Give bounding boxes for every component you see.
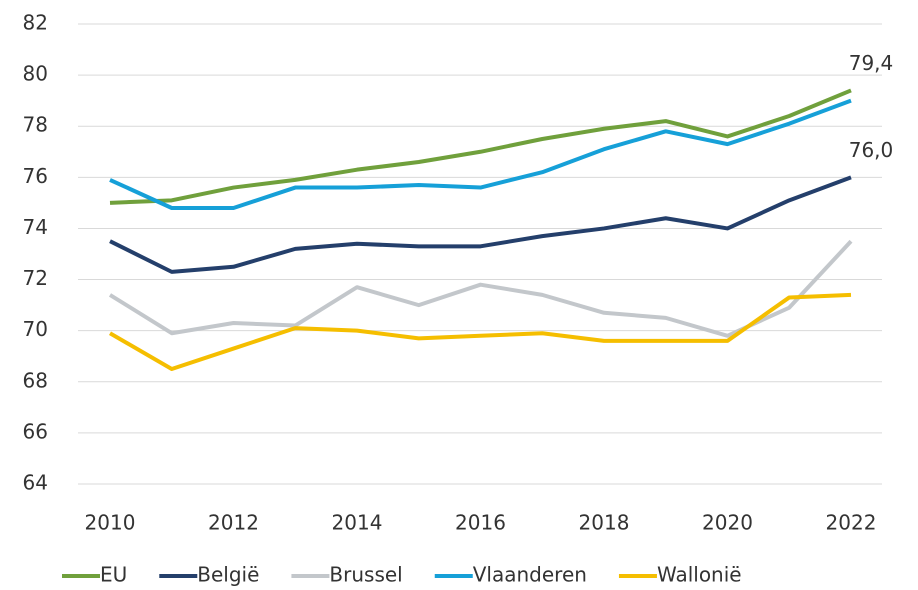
y-tick-label: 74	[23, 215, 48, 239]
line	[109, 175, 852, 274]
legend-label: Brussel	[329, 563, 402, 587]
x-tick-label: 2014	[332, 511, 383, 535]
legend-label: Wallonië	[657, 563, 742, 587]
y-tick-label: 76	[23, 164, 48, 188]
x-tick-label: 2016	[455, 511, 506, 535]
x-tick-label: 2022	[826, 511, 877, 535]
x-tick-label: 2018	[579, 511, 630, 535]
y-tick-label: 72	[23, 266, 48, 290]
y-tick-label: 64	[23, 471, 48, 495]
x-tick-label: 2020	[702, 511, 753, 535]
x-tick-label: 2012	[208, 511, 259, 535]
data-label: 79,4	[849, 51, 894, 75]
line	[108, 239, 853, 338]
legend-label: Vlaanderen	[473, 563, 587, 587]
y-tick-label: 78	[23, 113, 48, 137]
line	[109, 98, 852, 210]
x-tick-label: 2010	[85, 511, 136, 535]
legend-label: België	[197, 563, 259, 587]
y-tick-label: 70	[23, 317, 48, 341]
line	[109, 88, 852, 205]
y-tick-label: 82	[23, 11, 48, 35]
data-label: 76,0	[849, 138, 894, 162]
y-tick-label: 66	[23, 419, 48, 443]
y-tick-label: 68	[23, 368, 48, 392]
line	[108, 292, 852, 371]
y-tick-label: 80	[23, 62, 48, 86]
legend-label: EU	[100, 563, 127, 587]
